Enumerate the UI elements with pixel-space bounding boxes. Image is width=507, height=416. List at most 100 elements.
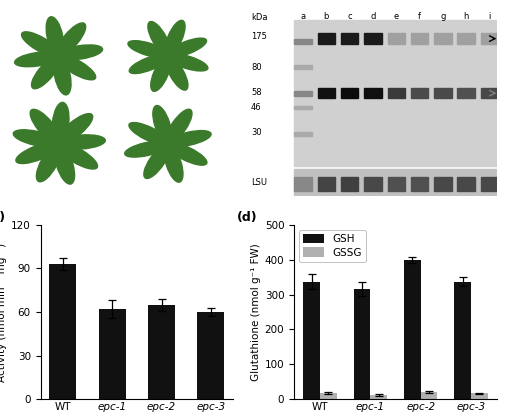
Ellipse shape: [153, 106, 171, 143]
Ellipse shape: [59, 45, 102, 59]
Ellipse shape: [16, 142, 59, 163]
Ellipse shape: [125, 141, 168, 157]
Ellipse shape: [58, 55, 96, 80]
Text: (c): (c): [0, 210, 6, 224]
Ellipse shape: [166, 57, 188, 90]
Text: kDa: kDa: [251, 13, 267, 22]
Ellipse shape: [129, 123, 168, 145]
Bar: [49, 264, 77, 399]
Bar: [457, 88, 475, 98]
Bar: [481, 33, 498, 45]
Bar: [341, 88, 358, 98]
Ellipse shape: [59, 135, 105, 149]
Text: e: e: [393, 12, 399, 21]
Text: LSU: LSU: [251, 178, 267, 187]
Bar: [99, 309, 126, 399]
Ellipse shape: [168, 38, 206, 57]
Text: g: g: [440, 12, 446, 21]
Ellipse shape: [46, 17, 63, 54]
Ellipse shape: [30, 109, 60, 143]
Ellipse shape: [13, 130, 59, 147]
Bar: [295, 91, 312, 96]
Bar: [387, 88, 405, 98]
Ellipse shape: [148, 22, 170, 55]
Text: f: f: [418, 12, 421, 21]
Y-axis label: Activity (nmol min⁻¹ mg⁻¹): Activity (nmol min⁻¹ mg⁻¹): [0, 243, 7, 381]
Bar: [457, 33, 475, 45]
Bar: [303, 282, 320, 399]
Text: d: d: [121, 100, 129, 110]
Text: a: a: [14, 14, 21, 24]
Ellipse shape: [167, 143, 207, 165]
Bar: [457, 177, 475, 191]
Bar: [387, 33, 405, 45]
Ellipse shape: [58, 144, 97, 169]
Legend: GSH, GSSG: GSH, GSSG: [299, 230, 366, 262]
Bar: [295, 177, 312, 191]
Bar: [481, 177, 498, 191]
Ellipse shape: [151, 57, 170, 92]
Ellipse shape: [52, 102, 69, 142]
Bar: [295, 106, 312, 109]
Ellipse shape: [128, 41, 168, 58]
Bar: [387, 177, 405, 191]
Bar: [148, 305, 175, 399]
Text: h: h: [463, 12, 469, 21]
Bar: [411, 177, 428, 191]
Bar: [318, 177, 335, 191]
Ellipse shape: [165, 20, 185, 55]
Text: i: i: [488, 12, 491, 21]
Text: 175: 175: [251, 32, 267, 41]
Ellipse shape: [57, 23, 86, 55]
Bar: [364, 177, 382, 191]
Ellipse shape: [31, 57, 60, 89]
Bar: [471, 394, 488, 399]
Bar: [197, 312, 225, 399]
Ellipse shape: [168, 131, 211, 146]
Text: c: c: [14, 100, 21, 110]
Bar: [364, 33, 382, 45]
Text: a: a: [301, 12, 306, 21]
Bar: [318, 88, 335, 98]
Ellipse shape: [55, 145, 75, 184]
Bar: [295, 20, 498, 166]
Text: 30: 30: [251, 128, 262, 137]
Ellipse shape: [21, 32, 59, 56]
Text: 46: 46: [251, 103, 262, 112]
Bar: [434, 88, 452, 98]
Bar: [295, 39, 312, 45]
Bar: [364, 88, 382, 98]
Text: (d): (d): [237, 210, 258, 224]
Bar: [354, 289, 370, 399]
Y-axis label: Glutathione (nmol g⁻¹ FW): Glutathione (nmol g⁻¹ FW): [250, 243, 261, 381]
Ellipse shape: [54, 57, 71, 95]
Text: d: d: [370, 12, 376, 21]
Ellipse shape: [168, 54, 208, 71]
Text: b: b: [323, 12, 329, 21]
Bar: [421, 392, 437, 399]
Bar: [481, 88, 498, 98]
Text: b: b: [121, 14, 129, 24]
Bar: [320, 393, 337, 399]
Bar: [295, 169, 498, 196]
Bar: [295, 65, 312, 69]
Ellipse shape: [166, 109, 192, 143]
Bar: [404, 260, 421, 399]
Bar: [318, 33, 335, 45]
Bar: [411, 88, 428, 98]
Ellipse shape: [58, 114, 93, 144]
Text: 80: 80: [251, 63, 262, 72]
Bar: [341, 33, 358, 45]
Ellipse shape: [37, 145, 61, 182]
Text: c: c: [347, 12, 352, 21]
Bar: [434, 177, 452, 191]
Text: 58: 58: [251, 88, 262, 97]
Ellipse shape: [164, 145, 183, 182]
Bar: [341, 177, 358, 191]
Bar: [434, 33, 452, 45]
Ellipse shape: [129, 54, 168, 74]
Bar: [411, 33, 428, 45]
Ellipse shape: [15, 52, 59, 67]
Bar: [295, 132, 312, 136]
Bar: [454, 282, 471, 399]
